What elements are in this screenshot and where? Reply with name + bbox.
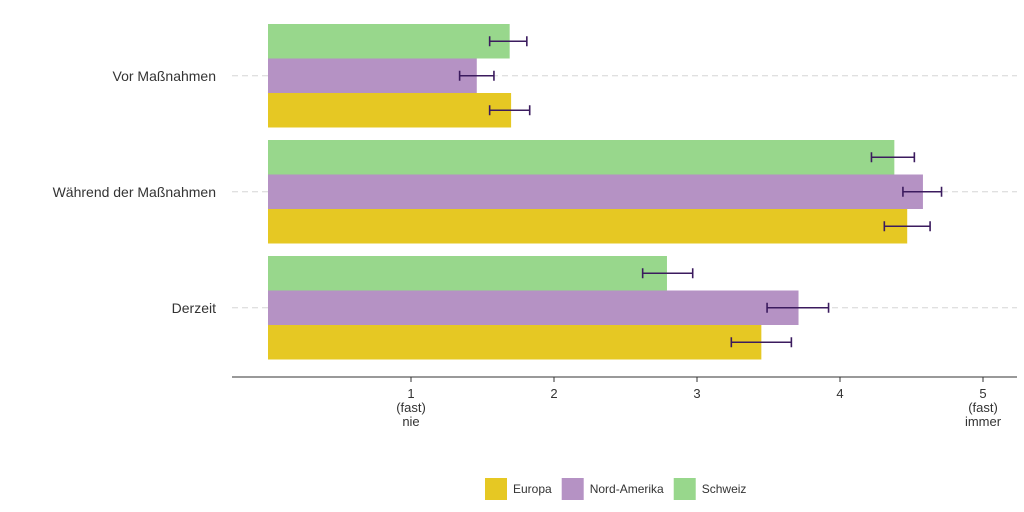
category-label-derzeit: Derzeit: [172, 300, 216, 316]
legend-item-schweiz: Schweiz: [673, 478, 747, 500]
legend: Europa Nord-Amerika Schweiz: [485, 478, 746, 500]
error-bar-nord-amerika-vor-massnahmen: [458, 70, 495, 81]
error-bar-nord-amerika-derzeit: [766, 302, 830, 313]
legend-label: Schweiz: [702, 482, 747, 496]
bar-europa-derzeit: [268, 325, 762, 360]
legend-label: Europa: [513, 482, 552, 496]
legend-item-nord-amerika: Nord-Amerika: [561, 478, 664, 500]
error-bar-europa-vor-massnahmen: [488, 105, 531, 116]
error-bars: [458, 36, 943, 348]
legend-swatch: [485, 478, 507, 500]
category-labels: Vor Maßnahmen Während der Maßnahmen Derzei…: [53, 68, 217, 316]
bar-europa-vor-massnahmen: [268, 93, 512, 128]
error-bar-europa-derzeit: [730, 337, 793, 348]
tick-label-3: 3: [693, 386, 700, 401]
bar-schweiz-wahrend-der-massnahmen: [268, 140, 895, 175]
legend-item-europa: Europa: [485, 478, 552, 500]
error-bar-schweiz-wahrend-der-massnahmen: [870, 152, 916, 163]
error-bar-schweiz-derzeit: [641, 268, 694, 279]
bar-nord-amerika-vor-massnahmen: [268, 58, 477, 93]
legend-swatch: [673, 478, 696, 500]
tick-label-1: 1 (fast) nie: [396, 386, 426, 429]
legend-swatch: [561, 478, 584, 500]
bar-europa-wahrend-der-massnahmen: [268, 209, 908, 244]
legend-label: Nord-Amerika: [590, 482, 664, 496]
bar-nord-amerika-wahrend-der-massnahmen: [268, 174, 923, 209]
error-bar-schweiz-vor-massnahmen: [488, 36, 528, 47]
category-label-wahrend-der-massnahmen: Während der Maßnahmen: [53, 184, 216, 200]
bar-schweiz-vor-massnahmen: [268, 24, 510, 59]
tick-label-5: 5 (fast) immer: [965, 386, 1002, 429]
bar-nord-amerika-derzeit: [268, 290, 799, 325]
bars: [268, 24, 923, 360]
category-label-vor-massnahmen: Vor Maßnahmen: [113, 68, 217, 84]
tick-label-4: 4: [836, 386, 843, 401]
x-axis-ticks: 1 (fast) nie 2 3 4 5 (fast) immer: [396, 377, 1002, 429]
error-bar-europa-wahrend-der-massnahmen: [883, 221, 931, 232]
error-bar-nord-amerika-wahrend-der-massnahmen: [902, 186, 943, 197]
bar-schweiz-derzeit: [268, 256, 667, 291]
tick-label-2: 2: [550, 386, 557, 401]
